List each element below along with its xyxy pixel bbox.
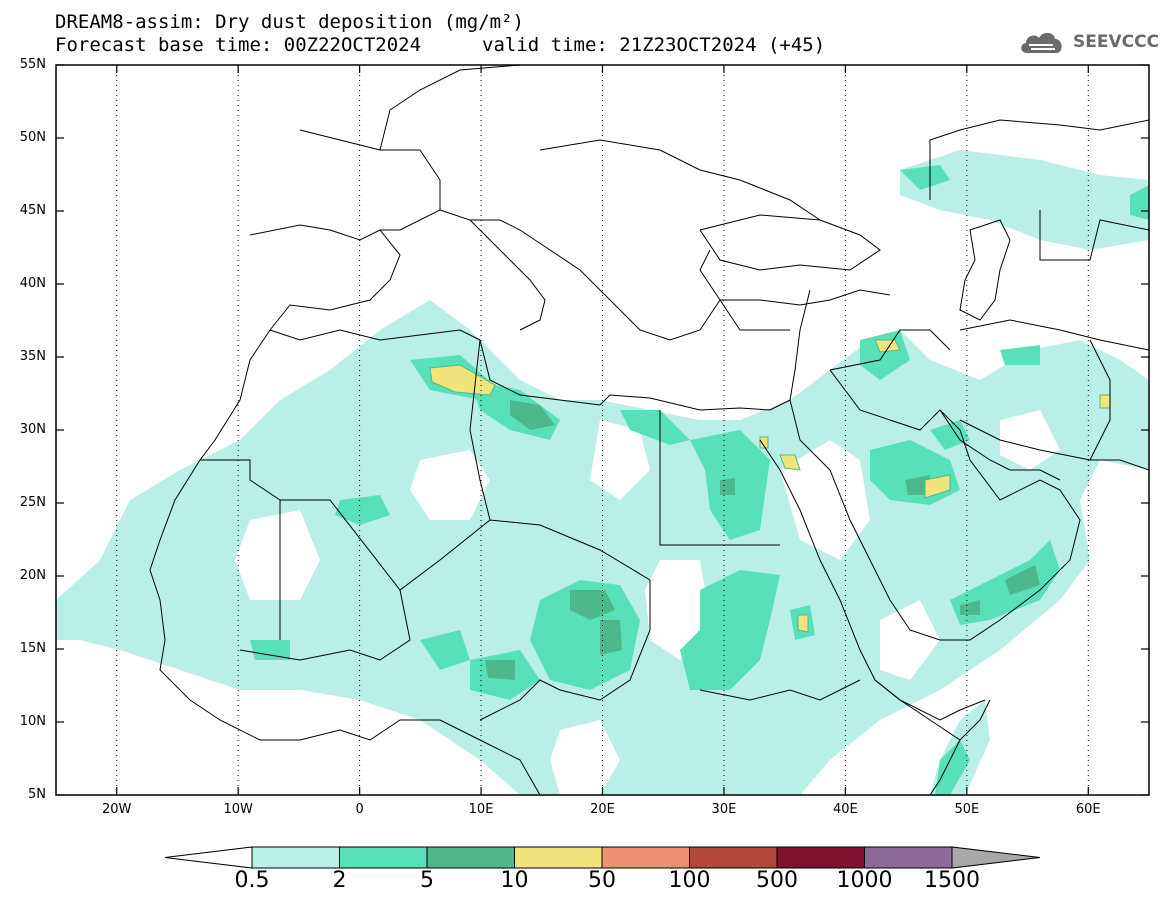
map-title: DREAM8-assim: Dry dust deposition (mg/m²…: [55, 11, 524, 33]
map-gridlines: [116, 65, 1089, 795]
colorbar: [164, 846, 1041, 869]
dust-field-layer: [56, 150, 1149, 795]
colorbar-box: [601, 846, 690, 869]
colorbar-level-label: 5: [420, 868, 434, 893]
seevccc-logo: SEEVCCC: [1017, 26, 1159, 58]
lat-label: 35N: [19, 349, 46, 364]
lat-label: 40N: [19, 276, 46, 291]
lon-label: 60E: [1075, 802, 1101, 817]
colorbar-level-label: 500: [756, 868, 798, 893]
coastlines-borders: [149, 65, 1149, 795]
lat-label: 55N: [19, 57, 46, 72]
colorbar-level-label: 0.5: [234, 868, 270, 893]
logo-text: SEEVCCC: [1073, 32, 1160, 52]
colorbar-level-label: 10: [500, 868, 529, 893]
colorbar-box: [251, 846, 340, 869]
lat-label: 45N: [19, 203, 46, 218]
colorbar-over-arrow: [951, 846, 1041, 869]
lat-label: 10N: [19, 714, 46, 729]
colorbar-box: [514, 846, 603, 869]
lon-label: 40E: [832, 802, 858, 817]
lat-label: 30N: [19, 422, 46, 437]
forecast-base-time: Forecast base time: 00Z22OCT2024: [55, 34, 422, 56]
level-10-field: [429, 339, 1111, 633]
colorbar-level-label: 1500: [924, 868, 980, 893]
lon-label: 0: [355, 802, 364, 817]
level-0.5-field: [56, 150, 1149, 795]
lat-label: 5N: [28, 787, 46, 802]
colorbar-box: [864, 846, 953, 869]
lat-label: 20N: [19, 568, 46, 583]
lon-label: 10W: [223, 802, 253, 817]
lon-label: 20W: [102, 802, 132, 817]
colorbar-level-label: 2: [332, 868, 347, 893]
lon-label: 30E: [711, 802, 737, 817]
colorbar-box: [339, 846, 428, 869]
lat-label: 25N: [19, 495, 46, 510]
cloud-icon: [1021, 32, 1062, 53]
lon-label: 20E: [590, 802, 615, 817]
colorbar-box: [776, 846, 865, 869]
colorbar-box: [426, 846, 515, 869]
colorbar-box: [689, 846, 778, 869]
colorbar-level-label: 1000: [836, 868, 893, 893]
colorbar-level-label: 50: [588, 868, 616, 893]
lon-label: 10E: [468, 802, 494, 817]
colorbar-level-label: 100: [668, 868, 711, 893]
axis-ticks: [56, 64, 1149, 796]
lat-label: 15N: [19, 641, 46, 656]
colorbar-under-arrow: [164, 846, 253, 869]
valid-time: valid time: 21Z23OCT2024 (+45): [482, 34, 826, 56]
lat-label: 50N: [19, 130, 46, 145]
lon-label: 50E: [954, 802, 980, 817]
